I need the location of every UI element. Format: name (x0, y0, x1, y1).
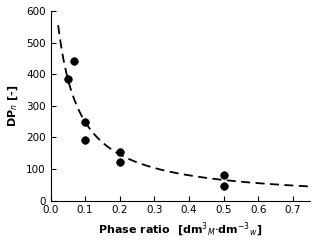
Point (65, 77, 70, 81)
Point (221, 173, 226, 177)
Point (221, 184, 226, 188)
Point (117, 160, 122, 164)
Point (117, 151, 122, 154)
Point (71, 60, 76, 63)
Y-axis label: DP$_n$ [-]: DP$_n$ [-] (7, 85, 21, 127)
X-axis label: Phase ratio  [dm$^3$$_M$$\cdot$dm$^{-3}$$_w$]: Phase ratio [dm$^3$$_M$$\cdot$dm$^{-3}$$… (98, 221, 262, 239)
Point (83, 120, 88, 123)
Point (83, 138, 88, 141)
